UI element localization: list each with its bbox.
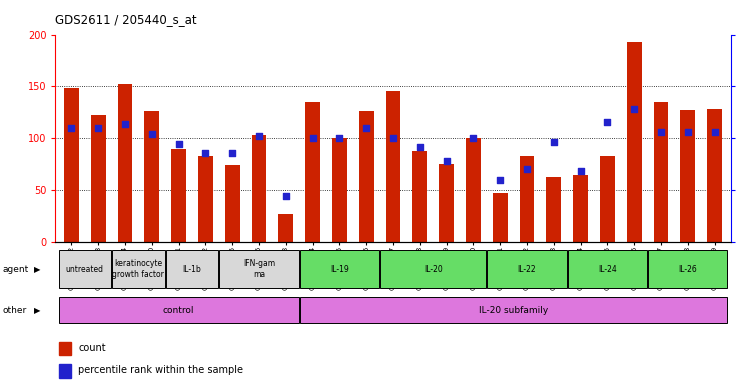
Text: other: other	[3, 306, 27, 315]
Text: untreated: untreated	[66, 265, 104, 274]
Bar	[332, 138, 347, 242]
Point	[280, 193, 292, 199]
Bar	[59, 364, 71, 377]
Text: IL-20 subfamily: IL-20 subfamily	[479, 306, 548, 314]
Point	[655, 129, 667, 135]
Point	[441, 158, 452, 164]
Bar	[413, 151, 427, 242]
Bar	[145, 111, 159, 242]
FancyBboxPatch shape	[166, 250, 218, 288]
Bar	[627, 42, 641, 242]
Bar	[439, 164, 454, 242]
FancyBboxPatch shape	[648, 250, 728, 288]
Text: IL-26: IL-26	[678, 265, 697, 274]
Point	[307, 135, 319, 141]
Point	[199, 150, 211, 156]
FancyBboxPatch shape	[300, 297, 728, 323]
Point	[334, 135, 345, 141]
Bar	[359, 111, 373, 242]
Bar	[680, 110, 695, 242]
Point	[253, 133, 265, 139]
Bar	[573, 175, 588, 242]
Bar	[707, 109, 722, 242]
Text: count: count	[78, 343, 106, 353]
FancyBboxPatch shape	[219, 250, 299, 288]
Point	[146, 131, 158, 137]
Text: IL-1b: IL-1b	[182, 265, 201, 274]
Point	[467, 135, 479, 141]
Bar	[546, 177, 561, 242]
Point	[173, 141, 184, 147]
Text: agent: agent	[3, 265, 30, 275]
Text: keratinocyte
growth factor: keratinocyte growth factor	[112, 260, 165, 279]
Point	[227, 150, 238, 156]
Point	[360, 125, 372, 131]
Bar	[117, 84, 132, 242]
Text: GDS2611 / 205440_s_at: GDS2611 / 205440_s_at	[55, 13, 197, 26]
Bar	[252, 135, 266, 242]
Point	[708, 129, 720, 135]
Bar	[654, 102, 669, 242]
FancyBboxPatch shape	[487, 250, 567, 288]
Point	[119, 121, 131, 127]
Bar	[306, 102, 320, 242]
Text: control: control	[163, 306, 194, 314]
Point	[628, 106, 640, 112]
Bar	[520, 156, 534, 242]
Text: percentile rank within the sample: percentile rank within the sample	[78, 366, 244, 376]
Text: IL-24: IL-24	[598, 265, 617, 274]
FancyBboxPatch shape	[380, 250, 486, 288]
Bar	[91, 116, 106, 242]
Point	[548, 139, 559, 146]
Point	[575, 168, 587, 174]
Bar	[466, 138, 480, 242]
Text: IL-22: IL-22	[517, 265, 537, 274]
Bar	[386, 91, 400, 242]
Point	[92, 125, 104, 131]
FancyBboxPatch shape	[58, 250, 111, 288]
Bar	[225, 165, 240, 242]
Point	[601, 119, 613, 125]
Point	[494, 177, 506, 183]
FancyBboxPatch shape	[568, 250, 647, 288]
Point	[414, 144, 426, 150]
Bar	[171, 149, 186, 242]
Point	[682, 129, 694, 135]
FancyBboxPatch shape	[112, 250, 165, 288]
Text: IL-19: IL-19	[330, 265, 349, 274]
Bar	[600, 156, 615, 242]
Bar	[59, 342, 71, 356]
Bar	[198, 156, 213, 242]
Bar	[493, 193, 508, 242]
Text: IL-20: IL-20	[424, 265, 443, 274]
FancyBboxPatch shape	[58, 297, 299, 323]
Bar	[64, 88, 79, 242]
Bar	[278, 214, 293, 242]
Point	[521, 166, 533, 172]
Text: ▶: ▶	[34, 265, 41, 275]
Point	[387, 135, 399, 141]
Point	[66, 125, 77, 131]
FancyBboxPatch shape	[300, 250, 379, 288]
Text: IFN-gam
ma: IFN-gam ma	[243, 260, 275, 279]
Text: ▶: ▶	[34, 306, 41, 315]
